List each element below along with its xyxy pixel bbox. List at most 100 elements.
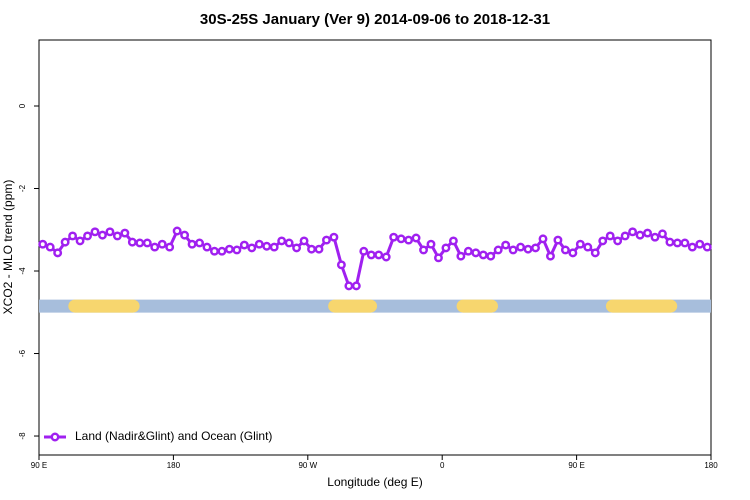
x-tick-label: 180	[704, 461, 718, 470]
point	[329, 232, 339, 242]
point	[262, 241, 272, 251]
point	[643, 228, 652, 238]
point	[605, 231, 615, 241]
point	[665, 237, 675, 247]
point	[448, 236, 458, 246]
y-tick-label: -4	[18, 267, 27, 275]
point	[314, 244, 324, 254]
point	[254, 239, 264, 249]
point	[322, 235, 331, 245]
point	[575, 239, 585, 249]
point	[90, 227, 100, 237]
point	[434, 253, 443, 263]
point	[366, 250, 376, 260]
point	[75, 236, 85, 246]
point	[508, 245, 518, 255]
x-tick-label: 0	[440, 461, 445, 470]
point	[336, 260, 346, 270]
point	[702, 242, 712, 252]
point	[45, 242, 55, 252]
point	[381, 252, 391, 262]
point	[38, 239, 48, 249]
point	[359, 246, 369, 256]
point	[60, 237, 70, 247]
point	[687, 242, 697, 252]
point	[150, 242, 160, 252]
point	[269, 242, 279, 252]
point	[695, 239, 705, 249]
y-tick-label: -8	[18, 432, 27, 440]
point	[98, 230, 107, 240]
point	[568, 248, 578, 258]
y-axis-label: XCO2 - MLO trend (ppm)	[1, 180, 15, 315]
point	[441, 243, 451, 253]
point	[307, 244, 316, 254]
point	[486, 251, 496, 261]
point	[389, 232, 399, 242]
y-tick-label: -2	[18, 184, 27, 192]
point	[419, 245, 428, 255]
point	[284, 238, 294, 248]
point	[180, 230, 190, 240]
point	[217, 246, 227, 256]
point	[613, 236, 623, 246]
point	[374, 250, 384, 260]
plot-frame	[38, 39, 712, 456]
legend-marker	[50, 432, 60, 442]
x-tick-label: 90 E	[568, 461, 584, 470]
point	[456, 251, 466, 261]
point	[411, 233, 421, 243]
point	[531, 243, 540, 253]
point	[635, 230, 645, 240]
point	[277, 236, 287, 246]
x-tick-label: 90 E	[31, 461, 47, 470]
point	[172, 226, 182, 236]
x-axis-label: Longitude (deg E)	[327, 475, 422, 489]
point	[165, 242, 175, 252]
y-tick-label: -6	[18, 349, 27, 357]
point	[105, 227, 115, 237]
point	[195, 238, 204, 248]
point	[127, 237, 137, 247]
point	[157, 239, 167, 249]
point	[426, 239, 436, 249]
point	[142, 238, 152, 248]
point	[404, 235, 414, 245]
point	[658, 229, 667, 239]
point	[112, 231, 122, 241]
point	[598, 236, 608, 246]
point	[478, 250, 488, 260]
point	[68, 231, 78, 241]
x-tick-label: 90 W	[298, 461, 317, 470]
point	[583, 242, 593, 252]
point	[299, 236, 309, 246]
point	[120, 228, 130, 238]
point	[516, 242, 526, 252]
point	[672, 238, 682, 248]
point	[247, 243, 257, 253]
point	[546, 251, 555, 261]
point	[560, 245, 570, 255]
point	[83, 231, 92, 241]
point	[396, 234, 406, 244]
point	[351, 281, 361, 291]
point	[224, 244, 234, 254]
point	[590, 248, 600, 258]
point	[628, 227, 638, 237]
point	[493, 245, 503, 255]
point	[501, 240, 511, 250]
point	[210, 246, 219, 256]
point	[202, 242, 212, 252]
point	[232, 245, 242, 255]
point	[135, 238, 145, 248]
point	[53, 248, 63, 258]
point	[239, 240, 249, 250]
point	[471, 248, 481, 258]
point	[292, 243, 302, 253]
point	[650, 232, 660, 242]
point	[523, 244, 533, 254]
point	[620, 231, 630, 241]
point	[680, 238, 690, 248]
